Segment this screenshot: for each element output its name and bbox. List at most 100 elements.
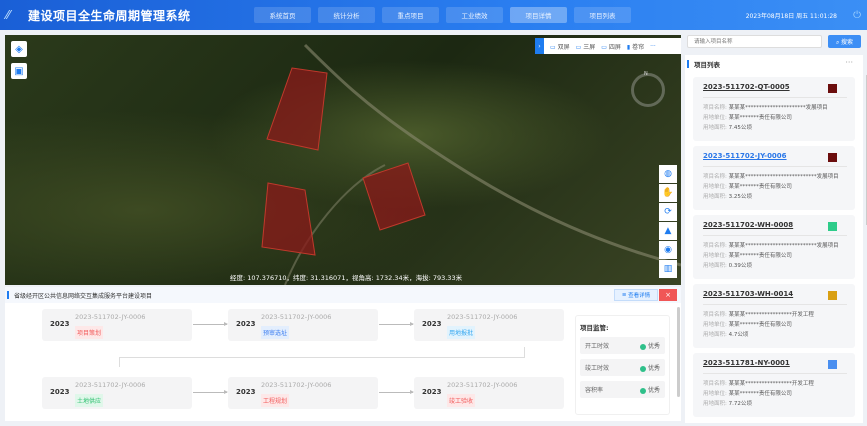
map-overlay xyxy=(261,43,681,285)
project-flow-panel: 省级经开区公共信息网络交互集成服务平台建设项目 ≡ 查看详情 × 2023 202… xyxy=(5,287,681,421)
step-code: 2023-511702-JY-0006 xyxy=(261,313,332,321)
supervision-item: 开工时效 优秀 xyxy=(580,337,665,354)
screen-mode-bar: › ▭ 双屏 ▭ 三屏 ▭ 四屏 ▮ 卷帘 ··· xyxy=(535,38,681,54)
flow-arrow xyxy=(379,390,414,394)
header: ⁄⁄ 建设项目全生命周期管理系统 系统首页 统计分析 重点项目 工业绩效 项目详情 项目列… xyxy=(0,0,867,30)
nav-tab[interactable]: 项目详情 xyxy=(510,7,567,23)
flow-step[interactable]: 2023 2023-511702-JY-0006 土地供应 xyxy=(42,377,192,409)
flow-arrow xyxy=(379,322,414,326)
land-unit: 某某*******责任有限公司 xyxy=(728,115,792,121)
book-icon[interactable]: ▥ xyxy=(659,260,677,278)
map-tools: ◍ ✋ ⟳ ▲ ◉ ▥ xyxy=(659,165,677,279)
parcel-polygon[interactable] xyxy=(266,67,328,151)
coordinate-readout: 经度: 107.376710，纬度: 31.316071，视角高: 1732.3… xyxy=(230,274,463,282)
app-title: 建设项目全生命周期管理系统 xyxy=(28,8,191,23)
nav-tab[interactable]: 项目列表 xyxy=(574,7,631,23)
project-sidebar: ⌕ 搜索 项目列表 ··· 2023-511702-QT-0005 项目名称: … xyxy=(685,35,867,423)
project-id-link[interactable]: 2023-511702-WH-0008 xyxy=(703,221,794,229)
nav-tab[interactable]: 统计分析 xyxy=(318,7,375,23)
terrain-icon[interactable]: ▲ xyxy=(659,222,677,240)
mode-quad[interactable]: ▭ 四屏 xyxy=(601,43,621,51)
view-detail-button[interactable]: ≡ 查看详情 xyxy=(614,289,658,301)
project-name: 某某某*****************开发工程 xyxy=(728,381,814,387)
supervision-status: 优秀 xyxy=(647,387,660,394)
color-swatch xyxy=(828,222,837,231)
color-swatch xyxy=(828,84,837,93)
land-unit: 某某*******责任有限公司 xyxy=(728,391,792,397)
step-label: 工程规划 xyxy=(261,394,290,407)
step-label: 预审选址 xyxy=(261,326,290,339)
logo-icon: ⁄⁄ xyxy=(6,8,11,22)
step-label: 项目策划 xyxy=(75,326,104,339)
layers-icon[interactable]: ◈ xyxy=(11,41,27,57)
check-icon xyxy=(639,343,646,350)
project-card[interactable]: 2023-511702-WH-0008 项目名称: 某某某***********… xyxy=(693,215,855,279)
search-button[interactable]: ⌕ 搜索 xyxy=(828,35,861,48)
datetime: 2023年08月18日 周五 11:01:28 xyxy=(745,12,837,20)
project-card[interactable]: 2023-511702-QT-0005 项目名称: 某某某***********… xyxy=(693,77,855,141)
step-code: 2023-511702-JY-0006 xyxy=(75,313,146,321)
flow-step[interactable]: 2023 2023-511702-JY-0006 用地报批 xyxy=(414,309,564,341)
power-icon[interactable]: ⏻ xyxy=(853,9,861,21)
parcel-polygon[interactable] xyxy=(362,162,426,231)
project-id-link[interactable]: 2023-511703-WH-0014 xyxy=(703,290,794,298)
mode-dual[interactable]: ▭ 双屏 xyxy=(550,43,570,51)
flow-connector xyxy=(524,347,525,358)
project-card[interactable]: 2023-511781-NY-0001 项目名称: 某某某***********… xyxy=(693,353,855,417)
supervision-status: 优秀 xyxy=(647,365,660,372)
project-card[interactable]: 2023-511702-JY-0006 项目名称: 某某某***********… xyxy=(693,146,855,210)
step-year: 2023 xyxy=(422,388,442,396)
road xyxy=(303,43,681,267)
supervision-label: 容积率 xyxy=(585,387,604,394)
flow-connector xyxy=(119,357,120,367)
nav-tab[interactable]: 重点项目 xyxy=(382,7,439,23)
map-view[interactable]: ◈ ▣ › ▭ 双屏 ▭ 三屏 ▭ 四屏 ▮ 卷帘 ··· N ◍ ✋ ⟳ ▲ … xyxy=(5,35,681,285)
step-label: 土地供应 xyxy=(75,394,104,407)
flow-arrow xyxy=(193,322,228,326)
nav-tab[interactable]: 系统首页 xyxy=(254,7,311,23)
land-unit: 某某*******责任有限公司 xyxy=(728,184,792,190)
flow-step[interactable]: 2023 2023-511702-JY-0006 竣工验收 xyxy=(414,377,564,409)
land-area: 4.7公顷 xyxy=(728,332,749,338)
toolbox-icon[interactable]: ▣ xyxy=(11,63,27,79)
project-card[interactable]: 2023-511703-WH-0014 项目名称: 某某某***********… xyxy=(693,284,855,348)
flow-step[interactable]: 2023 2023-511702-JY-0006 工程规划 xyxy=(228,377,378,409)
parcel-polygon[interactable] xyxy=(261,182,316,256)
project-id-link[interactable]: 2023-511781-NY-0001 xyxy=(703,359,790,367)
rotate-icon[interactable]: ⟳ xyxy=(659,203,677,221)
step-year: 2023 xyxy=(50,388,70,396)
close-button[interactable]: × xyxy=(659,289,677,301)
compass[interactable]: N xyxy=(631,71,665,107)
hand-icon[interactable]: ✋ xyxy=(659,184,677,202)
project-id-link[interactable]: 2023-511702-JY-0006 xyxy=(703,152,787,160)
more-icon[interactable]: ··· xyxy=(650,42,656,50)
step-code: 2023-511702-JY-0006 xyxy=(75,381,146,389)
land-area: 7.72公顷 xyxy=(728,401,752,407)
main-nav: 系统首页 统计分析 重点项目 工业绩效 项目详情 项目列表 xyxy=(254,7,631,23)
flow-step[interactable]: 2023 2023-511702-JY-0006 预审选址 xyxy=(228,309,378,341)
mode-swipe[interactable]: ▮ 卷帘 xyxy=(626,43,645,51)
land-unit: 某某*******责任有限公司 xyxy=(728,253,792,259)
color-swatch xyxy=(828,153,837,162)
mode-triple[interactable]: ▭ 三屏 xyxy=(575,43,596,51)
project-id-link[interactable]: 2023-511702-QT-0005 xyxy=(703,83,790,91)
project-name: 某某某**************************发展项目 xyxy=(728,174,839,180)
search-input[interactable] xyxy=(687,35,822,48)
collapse-arrow-icon[interactable]: › xyxy=(535,38,544,54)
flow-arrow xyxy=(193,390,228,394)
project-name: 某某某**********************发展项目 xyxy=(728,105,828,111)
check-icon xyxy=(639,365,646,372)
step-year: 2023 xyxy=(50,320,70,328)
color-swatch xyxy=(828,291,837,300)
step-year: 2023 xyxy=(236,388,256,396)
nav-tab[interactable]: 工业绩效 xyxy=(446,7,503,23)
flow-step[interactable]: 2023 2023-511702-JY-0006 项目策划 xyxy=(42,309,192,341)
scrollbar[interactable] xyxy=(677,307,680,397)
land-unit: 某某*******责任有限公司 xyxy=(728,322,792,328)
step-label: 用地报批 xyxy=(447,326,476,339)
globe-icon[interactable]: ◍ xyxy=(659,165,677,183)
locate-icon[interactable]: ◉ xyxy=(659,241,677,259)
step-year: 2023 xyxy=(422,320,442,328)
land-area: 0.39公顷 xyxy=(728,263,752,269)
more-icon[interactable]: ··· xyxy=(845,58,853,67)
